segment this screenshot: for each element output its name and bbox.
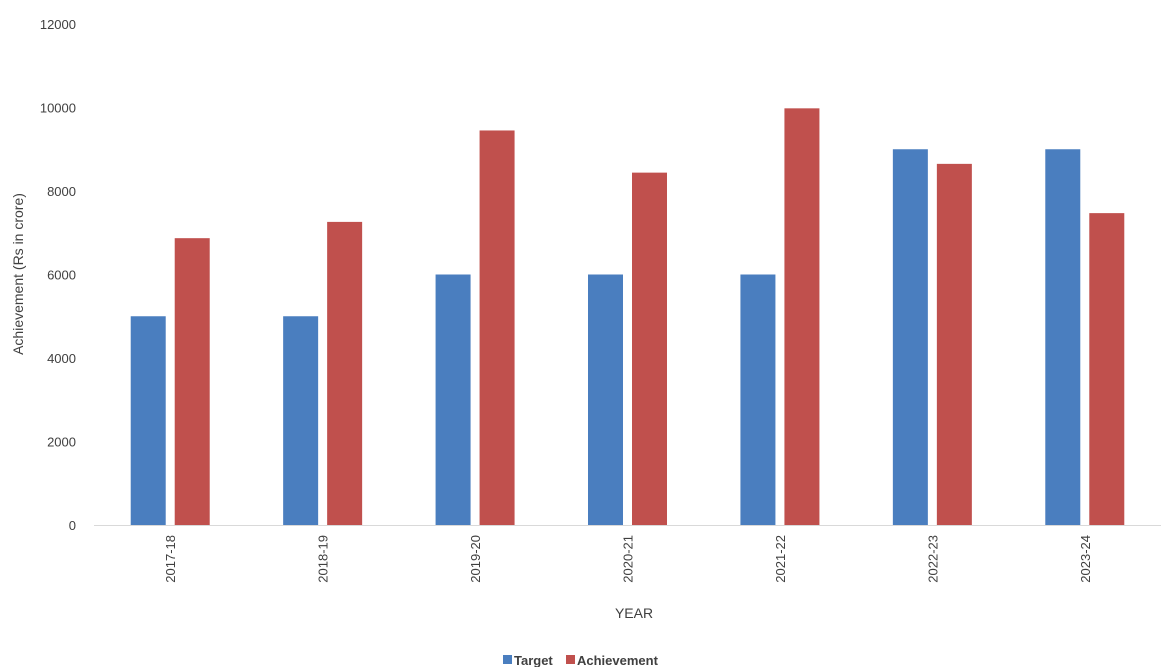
bar-achievement-2018-19 — [327, 221, 363, 525]
legend-swatch-achievement — [566, 655, 575, 664]
x-tick-label: 2019-20 — [468, 535, 483, 583]
legend-label-target: Target — [514, 653, 553, 667]
bar-target-2018-19 — [283, 316, 319, 525]
y-tick-label: 10000 — [40, 101, 76, 116]
bar-achievement-2020-21 — [632, 172, 667, 525]
x-tick-label: 2020-21 — [621, 535, 636, 583]
y-tick-label: 2000 — [47, 435, 76, 450]
y-tick-label: 12000 — [40, 17, 76, 32]
bar-achievement-2022-23 — [936, 163, 972, 526]
x-axis-ticks: 2017-18 2018-19 2019-20 2020-21 2021-22 2022-… — [163, 535, 1093, 583]
y-tick-label: 0 — [69, 518, 76, 533]
bar-target-2022-23 — [892, 149, 928, 525]
x-tick-label: 2021-22 — [773, 535, 788, 583]
bar-target-2020-21 — [588, 274, 623, 525]
bar-target-2023-24 — [1045, 149, 1081, 525]
bar-target-2017-18 — [130, 316, 166, 525]
x-axis-title: YEAR — [615, 605, 653, 621]
y-axis-ticks: 0 2000 4000 6000 8000 10000 12000 — [40, 17, 76, 533]
bar-achievement-2017-18 — [174, 238, 210, 526]
y-tick-label: 6000 — [47, 268, 76, 283]
legend-swatch-target — [503, 655, 512, 664]
bars — [130, 108, 1125, 526]
x-tick-label: 2018-19 — [316, 535, 331, 583]
legend-label-achievement: Achievement — [577, 653, 659, 667]
y-tick-label: 4000 — [47, 351, 76, 366]
y-tick-label: 8000 — [47, 184, 76, 199]
bar-achievement-2023-24 — [1089, 213, 1125, 525]
bar-achievement-2021-22 — [784, 108, 820, 526]
x-tick-label: 2023-24 — [1078, 535, 1093, 583]
bar-target-2021-22 — [740, 274, 776, 525]
x-tick-label: 2017-18 — [163, 535, 178, 583]
bar-target-2019-20 — [435, 274, 471, 525]
x-tick-label: 2022-23 — [925, 535, 940, 583]
y-axis-title: Achievement (Rs in crore) — [10, 193, 26, 355]
bar-achievement-2019-20 — [479, 130, 515, 525]
legend: Target Achievement — [503, 653, 659, 667]
